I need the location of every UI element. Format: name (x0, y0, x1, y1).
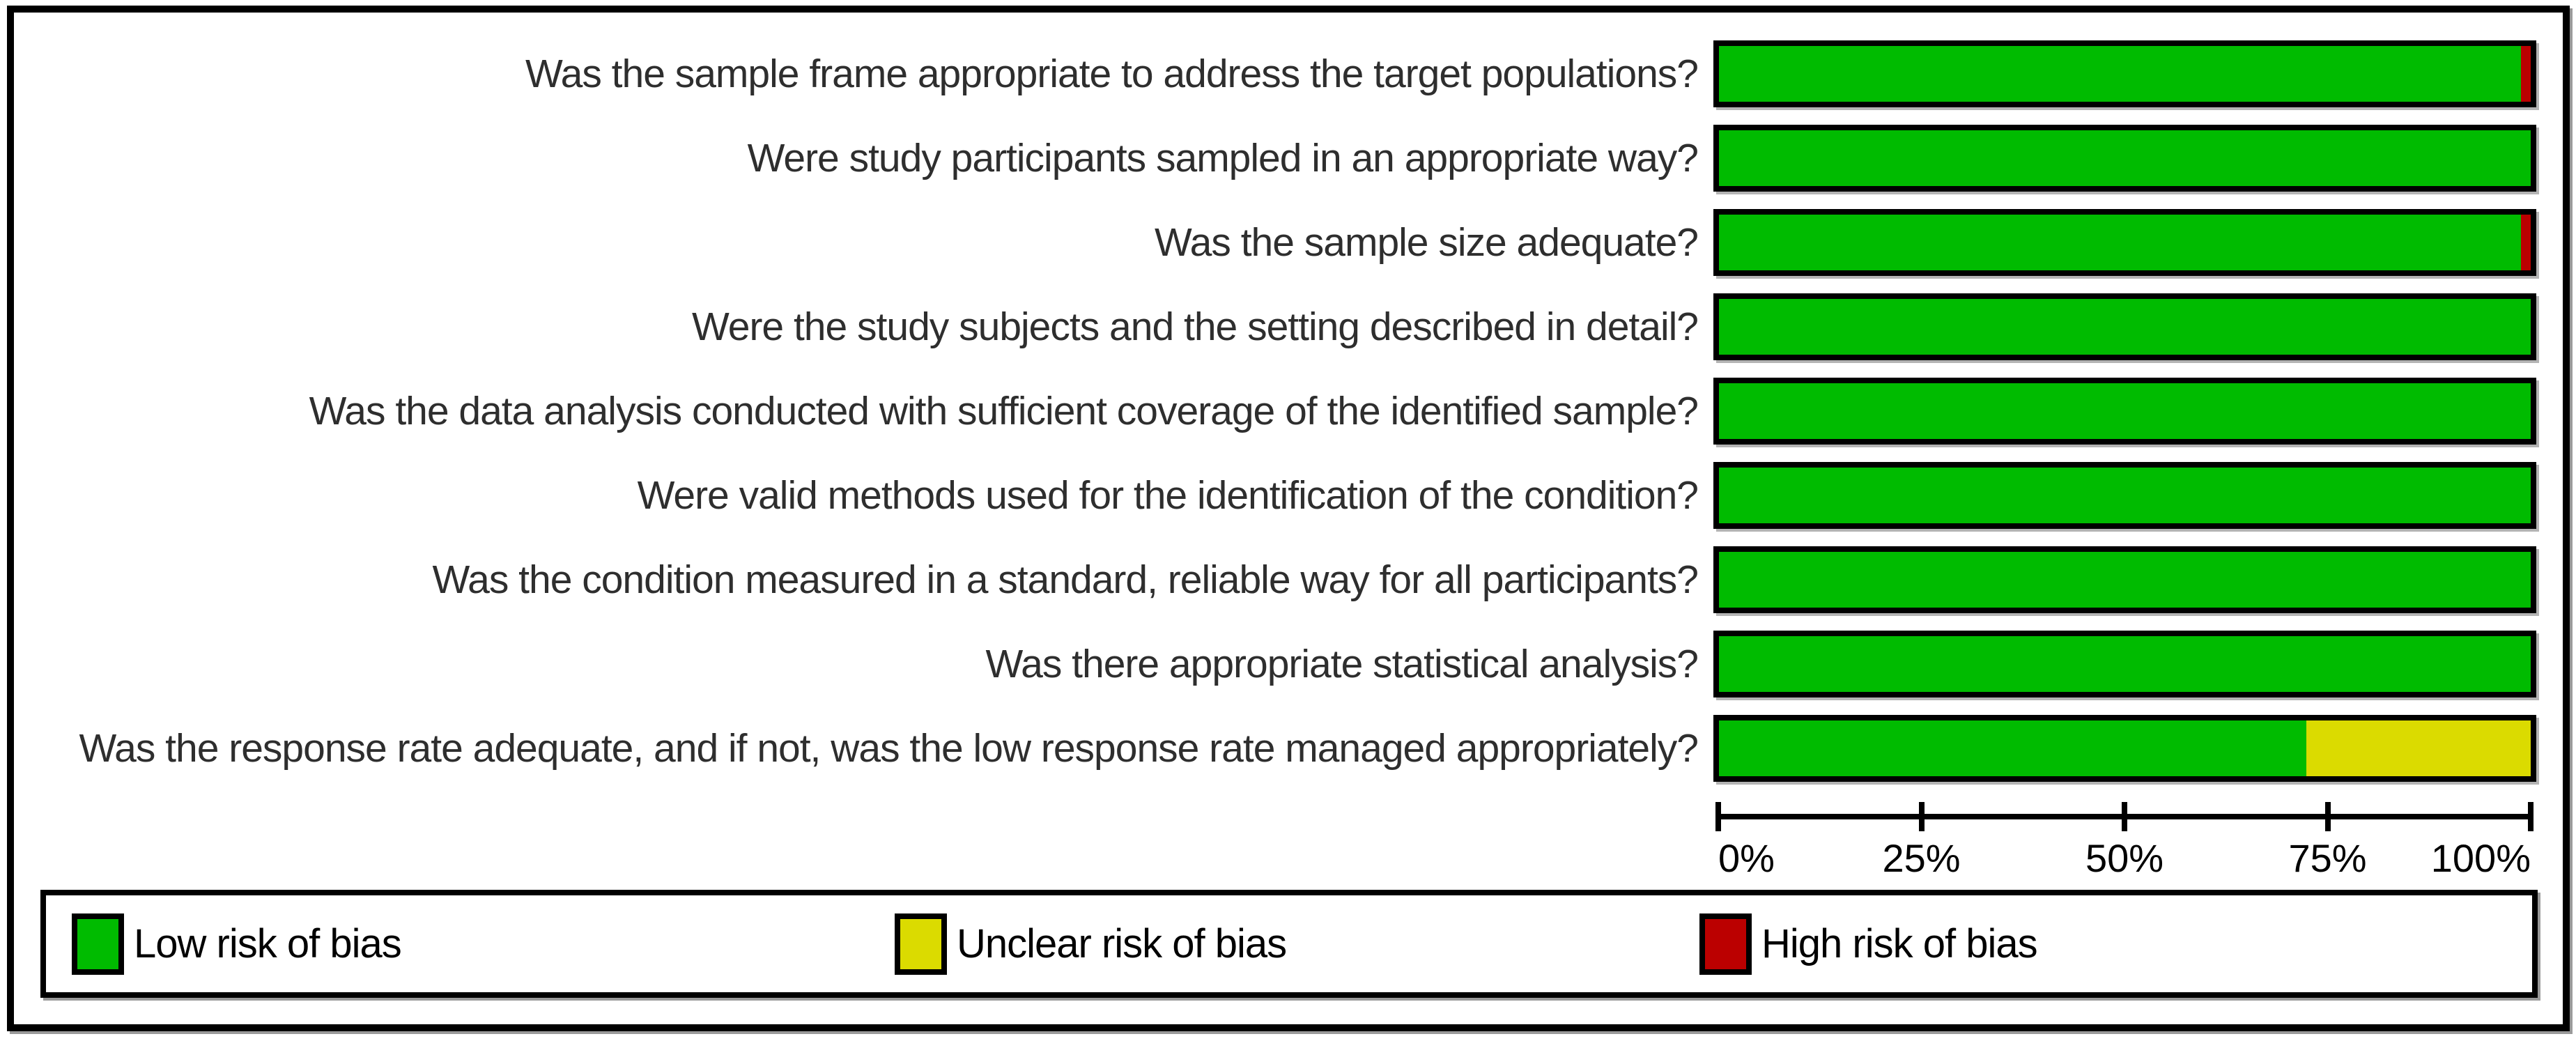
axis-tick (2324, 802, 2331, 831)
question-label: Was the condition measured in a standard… (432, 557, 1699, 602)
bar-row: Were valid methods used for the identifi… (14, 462, 2563, 529)
bar-row: Were study participants sampled in an ap… (14, 125, 2563, 192)
question-label: Was there appropriate statistical analys… (985, 642, 1699, 686)
axis-tick (1918, 802, 1925, 831)
bar-row: Was the condition measured in a standard… (14, 546, 2563, 613)
bar-segment-low (1719, 215, 2522, 270)
axis-tick-label: 0% (1718, 836, 1775, 880)
x-axis: 0% 25% 50% 75% 100% (1715, 802, 2533, 893)
bar-row: Were the study subjects and the setting … (14, 293, 2563, 360)
bar-segment-low (1719, 383, 2531, 439)
bar-row: Was the data analysis conducted with suf… (14, 378, 2563, 445)
legend-swatch-unclear-risk (895, 913, 947, 975)
axis-tick (2528, 802, 2533, 831)
risk-bar (1713, 378, 2536, 445)
axis-tick-label: 100% (2430, 836, 2531, 880)
figure-frame: Was the sample frame appropriate to addr… (7, 6, 2570, 1031)
question-label: Was the sample size adequate? (1154, 220, 1699, 265)
bar-row: Was there appropriate statistical analys… (14, 631, 2563, 697)
bar-segment-low (1719, 130, 2531, 186)
bar-segment-low (1719, 468, 2531, 523)
axis-tick (2122, 802, 2127, 831)
question-label: Was the data analysis conducted with suf… (309, 389, 1699, 433)
risk-bar (1713, 462, 2536, 529)
risk-bar (1713, 40, 2536, 107)
bar-segment-low (1719, 46, 2522, 102)
bar-row: Was the response rate adequate, and if n… (14, 715, 2563, 782)
question-label: Were valid methods used for the identifi… (637, 473, 1699, 518)
bar-segment-low (1719, 299, 2531, 355)
risk-bar (1713, 125, 2536, 192)
legend-item-unclear-risk: Unclear risk of bias (895, 895, 1287, 992)
bar-segment-high (2521, 46, 2531, 102)
question-label: Was the response rate adequate, and if n… (79, 726, 1699, 771)
legend-swatch-high-risk (1699, 913, 1752, 975)
question-label: Was the sample frame appropriate to addr… (525, 52, 1699, 96)
legend-label-high-risk: High risk of bias (1761, 921, 2038, 966)
axis-tick-label: 25% (1882, 836, 1961, 880)
bar-row: Was the sample size adequate? (14, 209, 2563, 276)
risk-bar (1713, 293, 2536, 360)
legend-label-low-risk: Low risk of bias (134, 921, 402, 966)
bar-row: Was the sample frame appropriate to addr… (14, 40, 2563, 107)
question-label: Were the study subjects and the setting … (691, 304, 1699, 349)
bar-segment-low (1719, 720, 2307, 776)
bar-segment-low (1719, 552, 2531, 608)
risk-bar (1713, 209, 2536, 276)
risk-bar (1713, 631, 2536, 697)
legend-swatch-low-risk (72, 913, 124, 975)
bar-segment-high (2521, 215, 2531, 270)
bar-segment-unclear (2306, 720, 2531, 776)
legend-item-high-risk: High risk of bias (1699, 895, 2038, 992)
risk-bar (1713, 546, 2536, 613)
legend-label-unclear-risk: Unclear risk of bias (957, 921, 1287, 966)
risk-bar (1713, 715, 2536, 782)
question-label: Were study participants sampled in an ap… (747, 136, 1699, 180)
bar-segment-low (1719, 636, 2531, 692)
axis-tick-label: 75% (2288, 836, 2367, 880)
axis-tick-label: 50% (2085, 836, 2164, 880)
axis-tick (1715, 802, 1721, 831)
legend-item-low-risk: Low risk of bias (72, 895, 402, 992)
legend: Low risk of bias Unclear risk of bias Hi… (40, 890, 2538, 998)
